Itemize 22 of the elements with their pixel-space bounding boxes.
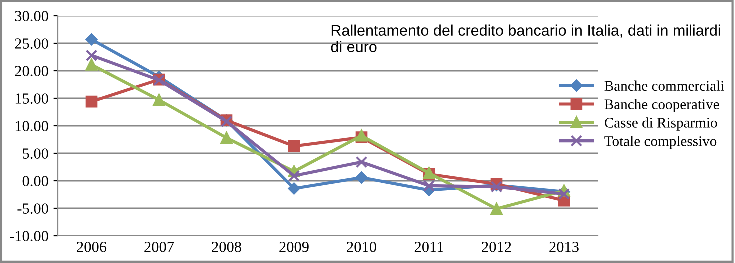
- x-tick-label: 2008: [212, 242, 242, 252]
- legend-label: Banche commerciali: [604, 80, 724, 92]
- legend-label: Banche cooperative: [604, 99, 720, 112]
- x-tick-label: 2010: [347, 242, 376, 252]
- x-tick-label: 2013: [550, 242, 579, 252]
- y-tick-label: 10.00: [16, 121, 48, 132]
- x-tick-label: 2011: [414, 242, 444, 252]
- text: Rallentamento del credito bancario in Italia, dati in miliardi di euro: [331, 24, 720, 52]
- legend-label: Totale complessivo: [604, 136, 717, 150]
- x-tick-label: 2009: [280, 242, 309, 252]
- y-tick-label: 15.00: [16, 94, 48, 104]
- y-tick-label: 20.00: [15, 66, 48, 77]
- legend-label: Casse di Risparmio: [604, 118, 718, 131]
- x-tick-label: 2012: [482, 242, 512, 252]
- x-tick-label: 2006: [77, 242, 107, 252]
- y-tick-label: -10.00: [10, 231, 48, 242]
- x-tick-label: 2007: [144, 242, 174, 252]
- y-tick-label: 5.00: [23, 148, 48, 160]
- y-tick-label: 30.00: [15, 11, 48, 22]
- y-tick-label: 25.00: [15, 38, 48, 50]
- y-tick-label: 0.00: [22, 176, 48, 187]
- y-tick-label: -5.00: [18, 204, 48, 214]
